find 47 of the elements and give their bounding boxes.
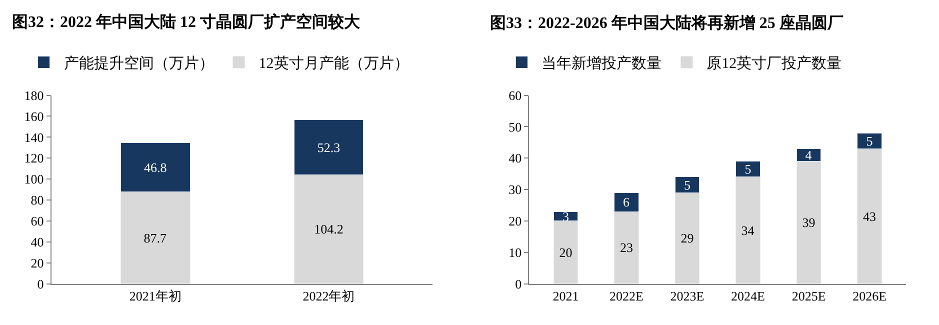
data-label: 20 xyxy=(559,244,572,260)
data-label: 23 xyxy=(620,240,633,256)
data-label: 34 xyxy=(741,222,755,238)
data-label: 4 xyxy=(805,147,812,162)
data-label: 29 xyxy=(680,230,694,246)
data-label: 39 xyxy=(802,215,816,230)
data-label: 5 xyxy=(684,177,690,192)
y-tick-label: 50 xyxy=(508,119,522,134)
x-tick-label: 2024E xyxy=(731,288,766,304)
data-label: 5 xyxy=(866,133,873,148)
legend-label: 12英寸月产能（万片） xyxy=(258,55,409,72)
y-tick-label: 40 xyxy=(508,150,522,166)
data-label: 104.2 xyxy=(314,222,344,237)
x-tick-label: 2026E xyxy=(852,288,887,304)
legend-label: 产能提升空间（万片） xyxy=(64,55,214,72)
data-label: 87.7 xyxy=(144,230,167,246)
chart-title: 图32：2022 年中国大陆 12 寸晶圆厂扩产空间较大 xyxy=(12,13,361,31)
data-label: 6 xyxy=(622,194,630,210)
y-tick-label: 180 xyxy=(24,88,44,103)
legend-label: 当年新增投产数量 xyxy=(542,55,662,72)
y-tick-label: 60 xyxy=(508,88,522,103)
data-label: 3 xyxy=(562,208,569,224)
data-label: 43 xyxy=(863,208,876,224)
y-tick-label: 20 xyxy=(508,214,522,229)
legend-label: 原12英寸厂投产数量 xyxy=(706,55,842,72)
data-label: 5 xyxy=(744,162,752,177)
y-tick-label: 120 xyxy=(24,150,44,166)
y-tick-label: 60 xyxy=(30,214,44,229)
y-tick-label: 0 xyxy=(515,276,522,292)
y-tick-label: 0 xyxy=(37,276,44,292)
y-tick-label: 40 xyxy=(30,234,44,250)
x-tick-label: 2022年初 xyxy=(302,288,355,304)
data-label: 46.8 xyxy=(144,160,167,175)
y-tick-label: 100 xyxy=(24,172,44,187)
y-tick-label: 30 xyxy=(508,182,522,198)
x-tick-label: 2022E xyxy=(610,288,644,304)
x-tick-label: 2021年初 xyxy=(129,288,182,304)
chart-title: 图33：2022-2026 年中国大陆将再新增 25 座晶圆厂 xyxy=(490,13,844,32)
y-tick-label: 140 xyxy=(24,130,44,145)
data-label: 52.3 xyxy=(317,140,340,155)
y-tick-label: 80 xyxy=(30,192,44,208)
y-tick-label: 10 xyxy=(508,244,522,260)
x-tick-label: 2021 xyxy=(552,288,579,304)
x-tick-label: 2023E xyxy=(670,288,704,304)
y-tick-label: 20 xyxy=(30,255,44,270)
y-tick-label: 160 xyxy=(24,108,44,124)
x-tick-label: 2025E xyxy=(792,288,826,304)
